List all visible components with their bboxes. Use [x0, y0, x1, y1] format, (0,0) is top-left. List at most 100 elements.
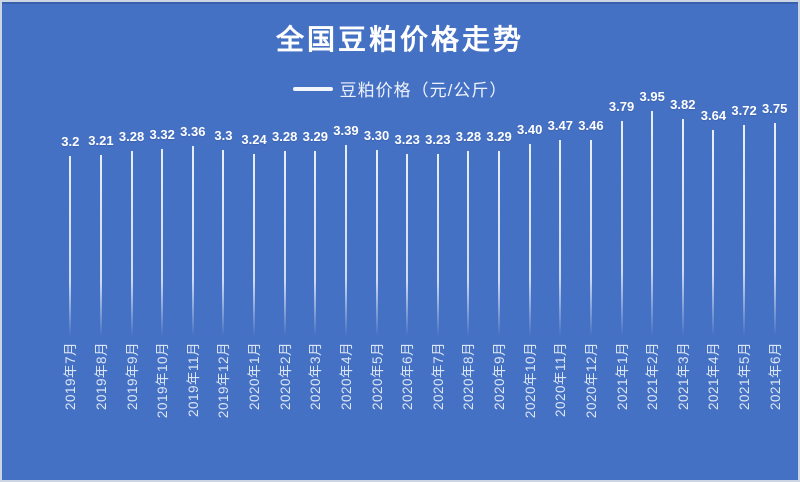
stem	[161, 148, 164, 336]
x-axis-label: 2020年2月	[277, 342, 293, 411]
data-column: 3.3	[208, 88, 239, 336]
data-column: 3.82	[668, 88, 699, 336]
x-axis-label: 2020年8月	[461, 342, 477, 411]
data-column: 3.30	[361, 88, 392, 336]
x-axis: 2019年7月 2019年8月 2019年9月 2019年10月 2019年11月 201…	[55, 342, 790, 472]
stem	[498, 150, 501, 336]
data-column: 3.24	[239, 88, 270, 336]
stem	[130, 151, 133, 336]
value-label: 3.29	[302, 128, 328, 144]
data-column: 3.46	[576, 88, 607, 336]
data-column: 3.28	[453, 88, 484, 336]
data-column: 3.32	[147, 88, 178, 336]
stem	[222, 150, 225, 336]
stem	[743, 124, 746, 336]
x-axis-label: 2019年11月	[185, 342, 201, 418]
x-axis-label: 2021年4月	[706, 342, 722, 411]
value-label: 3.28	[455, 129, 482, 145]
value-label: 3.28	[118, 129, 145, 145]
chart-title: 全国豆粕价格走势	[275, 24, 524, 55]
value-label: 3.95	[639, 89, 665, 104]
value-label: 3.79	[608, 98, 635, 114]
data-column: 3.28	[116, 88, 147, 336]
value-label: 3.32	[149, 126, 175, 142]
value-label: 3.24	[241, 131, 267, 147]
data-column: 3.36	[178, 88, 209, 336]
x-axis-label: 2021年1月	[614, 342, 630, 411]
data-column: 3.23	[423, 88, 454, 336]
plot-area: 3.2 3.21 3.28 3.32 3.36 3.3 3.24 3.28 3.29 3.39 3.…	[55, 88, 790, 336]
stem	[253, 153, 256, 336]
data-column: 3.23	[392, 88, 423, 336]
x-axis-label: 2020年12月	[583, 342, 599, 419]
x-axis-label: 2019年9月	[124, 342, 140, 411]
value-label: 3.64	[700, 107, 727, 123]
x-axis-label: 2021年6月	[767, 342, 783, 411]
x-axis-label: 2020年5月	[369, 342, 385, 411]
x-axis-label: 2020年6月	[400, 342, 416, 411]
x-axis-label: 2020年7月	[430, 342, 446, 411]
x-axis-label: 2021年5月	[737, 342, 753, 411]
value-label: 3.29	[486, 128, 512, 144]
stem	[651, 111, 654, 336]
value-label: 3.47	[547, 117, 573, 133]
x-axis-label: 2019年7月	[63, 342, 79, 411]
x-axis-label: 2020年11月	[553, 342, 569, 418]
stem	[620, 120, 623, 336]
legend-label: 豆粕价格（元/公斤）	[339, 81, 508, 100]
value-label: 3.72	[731, 102, 757, 118]
x-axis-label: 2019年8月	[93, 342, 109, 411]
stem	[712, 129, 715, 336]
value-label: 3.23	[425, 132, 451, 148]
data-column: 3.72	[729, 88, 760, 336]
value-label: 3.30	[363, 128, 390, 143]
stem	[528, 144, 531, 336]
x-axis-label: 2021年3月	[675, 342, 691, 411]
x-axis-label: 2019年12月	[216, 342, 232, 419]
value-label: 3.3	[214, 128, 233, 143]
data-column: 3.95	[637, 88, 668, 336]
data-column: 3.29	[484, 88, 515, 336]
stem	[436, 154, 439, 336]
value-label: 3.75	[762, 101, 788, 116]
stem	[681, 118, 684, 336]
stem	[283, 151, 286, 336]
stem	[191, 146, 194, 336]
x-axis-label: 2021年2月	[645, 342, 661, 411]
data-column: 3.39	[331, 88, 362, 336]
x-axis-label: 2020年10月	[522, 342, 538, 419]
stem	[69, 156, 72, 336]
value-label: 3.39	[333, 122, 359, 138]
data-column: 3.79	[606, 88, 637, 336]
value-label: 3.36	[180, 124, 206, 140]
data-column: 3.40	[514, 88, 545, 336]
value-label: 3.23	[394, 132, 420, 148]
stem	[375, 150, 378, 336]
stem	[773, 123, 776, 336]
data-column: 3.29	[300, 88, 331, 336]
value-label: 3.2	[61, 134, 80, 149]
legend-line-marker	[292, 86, 333, 91]
stem	[559, 139, 562, 336]
data-column: 3.47	[545, 88, 576, 336]
x-axis-label: 2019年10月	[155, 342, 171, 419]
x-axis-label: 2020年3月	[308, 342, 324, 411]
data-column: 3.64	[698, 88, 729, 336]
stem	[406, 154, 409, 336]
stem	[314, 150, 317, 336]
value-label: 3.28	[272, 129, 298, 145]
value-label: 3.21	[88, 133, 114, 149]
legend: 豆粕价格（元/公斤）	[2, 76, 798, 101]
stem	[344, 144, 347, 336]
value-label: 3.46	[578, 118, 604, 134]
x-axis-label: 2020年4月	[338, 342, 354, 411]
stem	[467, 151, 470, 336]
data-column: 3.21	[86, 88, 117, 336]
data-column: 3.2	[55, 88, 86, 336]
value-label: 3.82	[670, 96, 696, 112]
data-column: 3.28	[269, 88, 300, 336]
x-axis-label: 2020年1月	[247, 342, 263, 411]
stem	[99, 155, 102, 336]
x-axis-label: 2020年9月	[492, 342, 508, 411]
